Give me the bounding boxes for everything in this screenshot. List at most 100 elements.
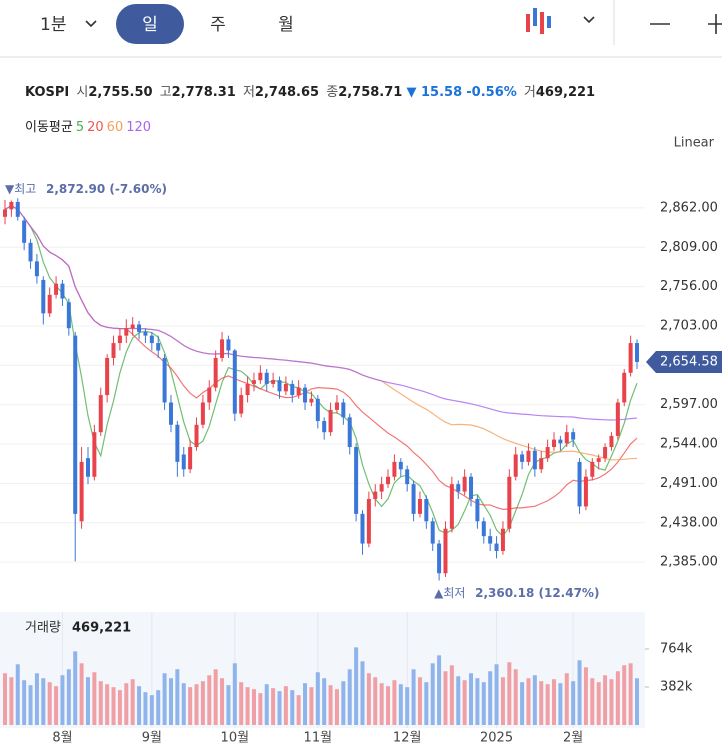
volume-bar <box>417 677 422 725</box>
candle-body <box>379 484 384 492</box>
candle-body <box>430 521 435 544</box>
tab-selected[interactable] <box>116 4 184 44</box>
y-tick-label: 2,385.00 <box>660 555 718 570</box>
volume-bar <box>290 690 295 725</box>
ma-period: 20 <box>87 120 104 135</box>
candle-body <box>137 324 142 332</box>
volume-bar <box>539 681 544 725</box>
quote-line: KOSPI 시2,755.50 고2,778.31 저2,748.65 종2,7… <box>25 81 595 100</box>
interval-select[interactable]: 1분 <box>40 15 66 35</box>
candle-body <box>283 383 288 392</box>
volume-bar <box>411 669 416 725</box>
volume-bar <box>532 675 537 725</box>
volume-bar <box>334 689 339 725</box>
volume-bar <box>552 679 557 725</box>
candle-body <box>449 484 454 529</box>
candle-body <box>405 469 410 485</box>
volume-bar <box>264 684 269 725</box>
volume-bar <box>430 663 435 725</box>
candle-body <box>79 461 84 522</box>
value: 2,758.71 <box>338 85 403 100</box>
y-tick-label: 2,756.00 <box>660 279 718 294</box>
volume-bar <box>22 680 27 725</box>
candle-body <box>232 350 237 414</box>
volume-bar <box>296 695 301 725</box>
candle-body <box>22 220 27 243</box>
volume-bar <box>315 672 320 725</box>
change-pct: -0.56% <box>466 85 517 100</box>
candle-body <box>239 395 244 414</box>
candle-body <box>558 439 563 444</box>
candle-body <box>200 402 205 425</box>
volume-bar <box>577 660 582 725</box>
chart-type-icon[interactable] <box>526 8 551 34</box>
label: 고 <box>159 85 172 100</box>
volume-bar <box>322 678 327 725</box>
chevron[interactable] <box>85 20 97 28</box>
volume-bar <box>583 667 588 725</box>
ma-legend: 이동평균 5 20 60 120 <box>25 116 151 135</box>
candle-body <box>609 435 614 448</box>
volume-bar <box>9 677 14 725</box>
candle-body <box>360 513 365 544</box>
candle-body <box>220 339 225 358</box>
candle-body <box>41 279 46 314</box>
candle-body <box>398 461 403 470</box>
volume-bar <box>564 673 569 725</box>
candle-body <box>488 536 493 544</box>
candle-body <box>258 372 263 381</box>
candle-body <box>347 417 352 448</box>
candle-body <box>290 383 295 396</box>
volume-bar <box>251 689 256 725</box>
candle-body <box>539 458 544 470</box>
y-tick-label: 2,809.00 <box>660 240 718 255</box>
candle-body <box>194 424 199 448</box>
volume-bar <box>424 682 429 725</box>
volume-bar <box>220 678 225 725</box>
candle-body <box>583 476 588 507</box>
candle-body <box>47 294 52 314</box>
candle-body <box>603 447 608 459</box>
volume-bar <box>137 686 142 725</box>
tab[interactable]: 월 <box>278 15 294 35</box>
candle-body <box>354 447 359 514</box>
volume-bar <box>456 676 461 725</box>
tab[interactable]: 주 <box>210 15 226 35</box>
volume-bar <box>354 647 359 725</box>
candle-body <box>168 402 173 425</box>
symbol: KOSPI <box>25 85 70 100</box>
candle-body <box>105 357 110 396</box>
volume-bar <box>85 677 90 725</box>
candle-body <box>462 476 467 492</box>
volume-bar <box>494 664 499 725</box>
ma-label: 이동평균 <box>25 120 73 135</box>
chevron[interactable] <box>583 16 595 24</box>
volume-bar <box>232 663 237 725</box>
tab[interactable]: 일 <box>142 15 158 35</box>
candle-body <box>143 331 148 336</box>
candle-body <box>207 387 212 403</box>
volume-bar <box>628 663 633 725</box>
candle-body <box>392 461 397 477</box>
volume-bar <box>175 669 180 725</box>
volume-bar <box>500 677 505 725</box>
candle-body <box>507 476 512 529</box>
zoom-in[interactable] <box>708 14 722 34</box>
volume-bar <box>34 673 39 725</box>
volume-bar <box>462 680 467 725</box>
scale-label[interactable]: Linear <box>674 136 715 151</box>
candle-body <box>475 499 480 522</box>
candle-body <box>366 499 371 544</box>
candle-body <box>251 380 256 384</box>
candle-body <box>322 421 327 433</box>
volume-bar <box>54 686 59 725</box>
candle-body <box>520 454 525 462</box>
volume-bar <box>520 682 525 725</box>
candle-body <box>615 402 620 436</box>
volume-bar <box>303 683 308 725</box>
volume-bar <box>194 684 199 725</box>
volume-bar <box>437 655 442 725</box>
volume-bar <box>98 681 103 725</box>
